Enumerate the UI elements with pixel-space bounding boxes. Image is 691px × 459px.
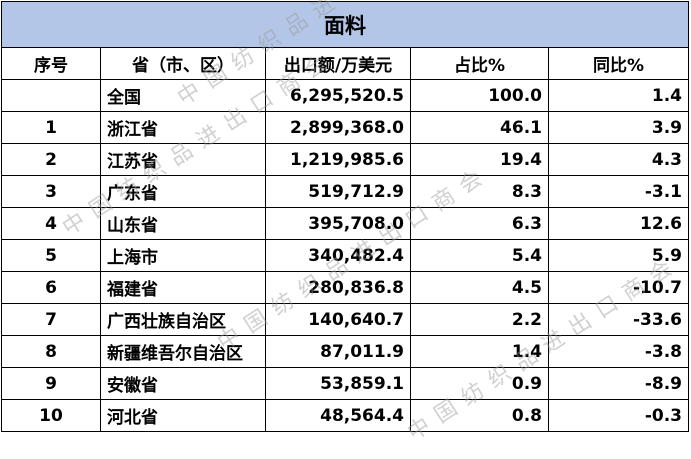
table-row: 9 安徽省 53,859.1 0.9 -8.9	[1, 367, 689, 400]
yoy-cell: -3.1	[548, 175, 689, 208]
table-row: 10 河北省 48,564.4 0.8 -0.3	[1, 399, 689, 432]
rank-cell	[1, 79, 101, 112]
rank-cell: 3	[1, 175, 101, 208]
share-cell: 5.4	[410, 239, 549, 272]
region-cell: 上海市	[100, 239, 266, 272]
region-cell: 新疆维吾尔自治区	[100, 335, 266, 368]
region-cell: 全国	[100, 79, 266, 112]
table-title: 面料	[1, 1, 689, 48]
rank-cell: 5	[1, 239, 101, 272]
column-header: 省（市、区）	[100, 47, 266, 80]
table-row: 1 浙江省 2,899,368.0 46.1 3.9	[1, 111, 689, 144]
yoy-cell: -3.8	[548, 335, 689, 368]
yoy-cell: -0.3	[548, 399, 689, 432]
yoy-cell: -33.6	[548, 303, 689, 336]
share-cell: 4.5	[410, 271, 549, 304]
column-header: 同比%	[548, 47, 689, 80]
share-cell: 100.0	[410, 79, 549, 112]
export-cell: 87,011.9	[265, 335, 411, 368]
table-row: 4 山东省 395,708.0 6.3 12.6	[1, 207, 689, 240]
table-row: 2 江苏省 1,219,985.6 19.4 4.3	[1, 143, 689, 176]
header-row: 序号 省（市、区） 出口额/万美元 占比% 同比%	[1, 47, 689, 80]
share-cell: 19.4	[410, 143, 549, 176]
rank-cell: 1	[1, 111, 101, 144]
column-header: 出口额/万美元	[265, 47, 411, 80]
region-cell: 江苏省	[100, 143, 266, 176]
column-header: 占比%	[410, 47, 549, 80]
table-row: 7 广西壮族自治区 140,640.7 2.2 -33.6	[1, 303, 689, 336]
share-cell: 2.2	[410, 303, 549, 336]
export-cell: 53,859.1	[265, 367, 411, 400]
share-cell: 0.9	[410, 367, 549, 400]
export-cell: 140,640.7	[265, 303, 411, 336]
export-cell: 1,219,985.6	[265, 143, 411, 176]
share-cell: 8.3	[410, 175, 549, 208]
table-row: 5 上海市 340,482.4 5.4 5.9	[1, 239, 689, 272]
table-row: 6 福建省 280,836.8 4.5 -10.7	[1, 271, 689, 304]
region-cell: 山东省	[100, 207, 266, 240]
table-row: 8 新疆维吾尔自治区 87,011.9 1.4 -3.8	[1, 335, 689, 368]
share-cell: 6.3	[410, 207, 549, 240]
rank-cell: 2	[1, 143, 101, 176]
yoy-cell: 1.4	[548, 79, 689, 112]
rank-cell: 7	[1, 303, 101, 336]
export-cell: 395,708.0	[265, 207, 411, 240]
region-cell: 福建省	[100, 271, 266, 304]
table-row: 全国 6,295,520.5 100.0 1.4	[1, 79, 689, 112]
table-row: 3 广东省 519,712.9 8.3 -3.1	[1, 175, 689, 208]
region-cell: 浙江省	[100, 111, 266, 144]
share-cell: 46.1	[410, 111, 549, 144]
rank-cell: 6	[1, 271, 101, 304]
yoy-cell: 12.6	[548, 207, 689, 240]
export-cell: 6,295,520.5	[265, 79, 411, 112]
rank-cell: 8	[1, 335, 101, 368]
rank-cell: 4	[1, 207, 101, 240]
share-cell: 0.8	[410, 399, 549, 432]
title-row: 面料	[1, 1, 689, 48]
yoy-cell: 5.9	[548, 239, 689, 272]
yoy-cell: 4.3	[548, 143, 689, 176]
share-cell: 1.4	[410, 335, 549, 368]
export-cell: 48,564.4	[265, 399, 411, 432]
region-cell: 河北省	[100, 399, 266, 432]
export-cell: 2,899,368.0	[265, 111, 411, 144]
column-header: 序号	[1, 47, 101, 80]
rank-cell: 10	[1, 399, 101, 432]
yoy-cell: -10.7	[548, 271, 689, 304]
export-cell: 280,836.8	[265, 271, 411, 304]
export-cell: 519,712.9	[265, 175, 411, 208]
region-cell: 安徽省	[100, 367, 266, 400]
yoy-cell: -8.9	[548, 367, 689, 400]
export-cell: 340,482.4	[265, 239, 411, 272]
data-table: 面料 序号 省（市、区） 出口额/万美元 占比% 同比% 全国 6,295,520.5 100…	[1, 1, 689, 432]
rank-cell: 9	[1, 367, 101, 400]
table-body: 面料 序号 省（市、区） 出口额/万美元 占比% 同比% 全国 6,295,520.5 100…	[1, 1, 689, 432]
region-cell: 广东省	[100, 175, 266, 208]
yoy-cell: 3.9	[548, 111, 689, 144]
region-cell: 广西壮族自治区	[100, 303, 266, 336]
